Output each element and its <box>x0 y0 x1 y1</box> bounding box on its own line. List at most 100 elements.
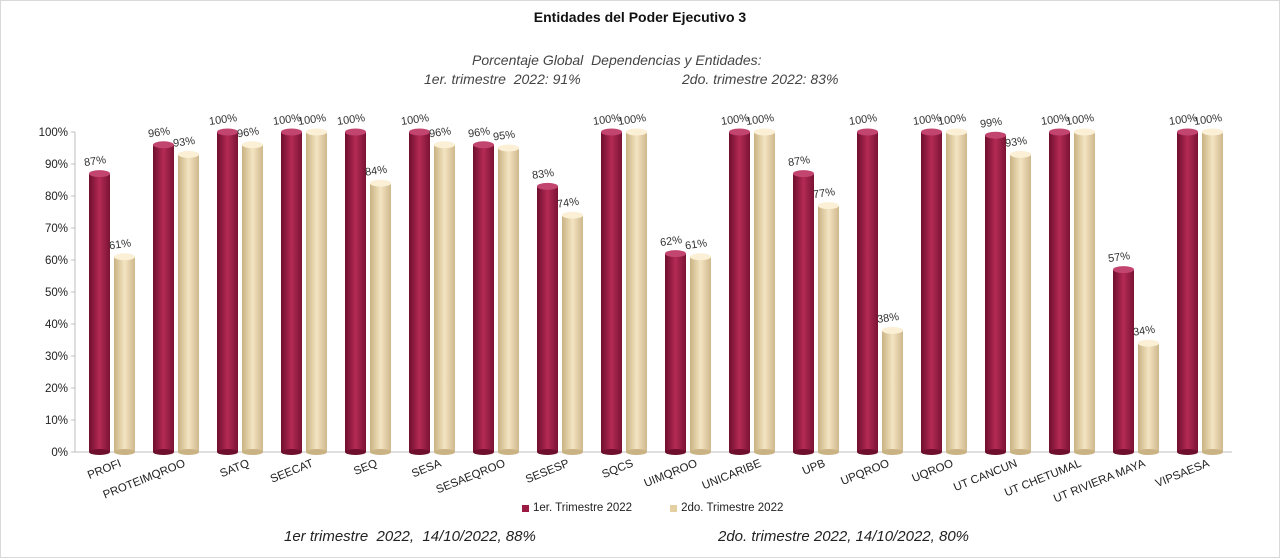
bar-q1 <box>1113 269 1134 452</box>
data-label-q2: 96% <box>236 125 260 140</box>
data-label-q1: 62% <box>659 234 683 249</box>
bar-base-q1 <box>1113 449 1134 455</box>
bar-cap-q1 <box>281 128 302 136</box>
x-tick-label: VIPSAESA <box>1154 458 1212 491</box>
bar-cap-q2 <box>1202 128 1223 136</box>
bar-base-q2 <box>498 449 519 455</box>
bar-base-q1 <box>985 449 1006 455</box>
bar-base-q1 <box>281 449 302 455</box>
bar-cap-q2 <box>818 202 839 210</box>
bar-cap-q2 <box>626 128 647 136</box>
data-label-q2: 84% <box>364 164 388 179</box>
bar-q1 <box>217 132 238 452</box>
data-label-q2: 34% <box>1132 324 1156 339</box>
bar-q2 <box>178 154 199 452</box>
bar-cap-q1 <box>857 128 878 136</box>
bar-cap-q2 <box>1138 339 1159 347</box>
bar-q1 <box>345 132 366 452</box>
y-tick-label: 30% <box>45 351 68 363</box>
legend-label-s2: 2do. Trimestre 2022 <box>681 502 784 514</box>
bar-cap-q2 <box>1010 150 1031 158</box>
bar-base-q1 <box>921 449 942 455</box>
bar-cap-q1 <box>1113 266 1134 274</box>
bar-base-q2 <box>114 449 135 455</box>
bar-base-q1 <box>601 449 622 455</box>
bar-q2 <box>114 256 135 452</box>
x-tick-label: SEECAT <box>269 458 315 486</box>
footer-q1: 1er trimestre 2022, 14/10/2022, 88% <box>284 528 536 545</box>
data-label-q1: 96% <box>467 125 491 140</box>
bar-base-q2 <box>882 449 903 455</box>
data-label-q1: 87% <box>83 154 107 169</box>
summary-q1: 1er. trimestre 2022: 91% <box>424 71 581 87</box>
legend: 1er. Trimestre 2022 2do. Trimestre 2022 <box>522 502 783 514</box>
bar-cap-q1 <box>1049 128 1070 136</box>
bar-q1 <box>985 135 1006 452</box>
x-tick-label: UIMQROO <box>642 458 699 490</box>
data-label-q2: 100% <box>617 112 647 128</box>
data-label-q2: 74% <box>556 196 580 211</box>
data-label-q2: 96% <box>428 125 452 140</box>
data-label-q1: 100% <box>400 112 430 128</box>
data-label-q2: 100% <box>297 112 327 128</box>
bar-q1 <box>601 132 622 452</box>
data-label-q1: 100% <box>720 112 750 128</box>
data-label-q1: 57% <box>1107 250 1131 265</box>
bar-base-q2 <box>434 449 455 455</box>
data-label-q1: 100% <box>272 112 302 128</box>
data-label-q2: 61% <box>108 237 132 252</box>
bar-base-q1 <box>217 449 238 455</box>
data-label-q2: 100% <box>937 112 967 128</box>
x-tick-label: UPB <box>801 458 828 478</box>
bar-base-q1 <box>665 449 686 455</box>
y-tick-label: 20% <box>45 383 68 395</box>
x-tick-label: SQCS <box>600 458 635 481</box>
bar-q2 <box>626 132 647 452</box>
chart-title: Entidades del Poder Ejecutivo 3 <box>533 9 747 25</box>
data-label-q1: 100% <box>1168 112 1198 128</box>
bar-q2 <box>1202 132 1223 452</box>
bar-q1 <box>857 132 878 452</box>
bar-base-q1 <box>153 449 174 455</box>
bar-cap-q1 <box>89 170 110 178</box>
data-label-q2: 61% <box>684 237 708 252</box>
bar-q1 <box>1049 132 1070 452</box>
x-tick-label: SATQ <box>218 458 251 481</box>
bar-cap-q2 <box>882 326 903 334</box>
bar-q1 <box>281 132 302 452</box>
bar-base-q1 <box>1177 449 1198 455</box>
bar-base-q2 <box>1138 449 1159 455</box>
bar-base-q2 <box>1010 449 1031 455</box>
x-tick-label: SESA <box>410 458 443 481</box>
bar-cap-q1 <box>1177 128 1198 136</box>
bar-cap-q2 <box>498 144 519 152</box>
bar-cap-q1 <box>409 128 430 136</box>
bar-cap-q1 <box>345 128 366 136</box>
bar-cap-q2 <box>242 141 263 149</box>
bar-base-q2 <box>690 449 711 455</box>
x-tick-label: UPQROO <box>839 458 891 488</box>
x-tick-label: SESAEQROO <box>434 458 507 497</box>
bar-cap-q2 <box>306 128 327 136</box>
y-tick-label: 100% <box>39 127 68 139</box>
legend-item-s1: 1er. Trimestre 2022 <box>522 502 632 514</box>
bar-cap-q2 <box>1074 128 1095 136</box>
y-tick-label: 50% <box>45 287 68 299</box>
data-label-q2: 95% <box>492 129 516 144</box>
bar-base-q1 <box>537 449 558 455</box>
bar-q1 <box>537 186 558 452</box>
bar-base-q1 <box>345 449 366 455</box>
bar-cap-q1 <box>473 141 494 149</box>
data-label-q1: 100% <box>848 112 878 128</box>
x-tick-label: SESESP <box>524 458 571 486</box>
bar-base-q2 <box>754 449 775 455</box>
bar-cap-q2 <box>690 253 711 261</box>
y-tick-label: 90% <box>45 159 68 171</box>
y-tick-label: 80% <box>45 191 68 203</box>
bar-cap-q1 <box>153 141 174 149</box>
summary-q2: 2do. trimestre 2022: 83% <box>682 71 839 87</box>
bar-cap-q2 <box>946 128 967 136</box>
y-tick-label: 10% <box>45 415 68 427</box>
bar-q2 <box>306 132 327 452</box>
bar-cap-q1 <box>985 131 1006 139</box>
